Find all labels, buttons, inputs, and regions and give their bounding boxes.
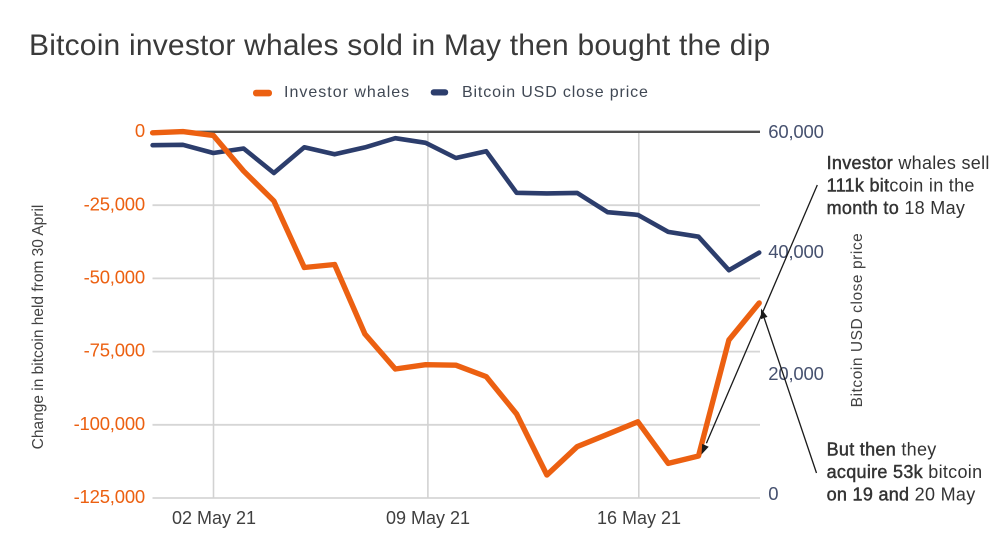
- svg-text:Change in bitcoin held from 30: Change in bitcoin held from 30 April: [30, 205, 47, 450]
- svg-text:20,000: 20,000: [768, 363, 823, 384]
- svg-text:0: 0: [135, 120, 145, 141]
- svg-text:But then they: But then they: [827, 440, 937, 460]
- svg-text:02 May 21: 02 May 21: [172, 508, 256, 528]
- svg-text:acquire 53k bitcoin: acquire 53k bitcoin: [827, 462, 983, 482]
- svg-text:111k bitcoin in the: 111k bitcoin in the: [827, 176, 975, 196]
- svg-text:-25,000: -25,000: [84, 193, 145, 214]
- svg-text:0: 0: [768, 483, 778, 504]
- svg-text:16 May 21: 16 May 21: [597, 508, 681, 528]
- svg-text:09 May 21: 09 May 21: [386, 508, 470, 528]
- svg-text:month to 18 May: month to 18 May: [827, 198, 966, 218]
- svg-text:60,000: 60,000: [768, 121, 823, 142]
- svg-text:Bitcoin investor whales sold i: Bitcoin investor whales sold in May then…: [29, 29, 770, 62]
- svg-text:40,000: 40,000: [768, 241, 823, 262]
- svg-text:-50,000: -50,000: [84, 267, 145, 288]
- svg-text:-75,000: -75,000: [84, 340, 145, 361]
- svg-text:Investor whales sell: Investor whales sell: [827, 153, 990, 173]
- svg-text:-100,000: -100,000: [74, 413, 145, 434]
- svg-text:Bitcoin USD close price: Bitcoin USD close price: [849, 233, 866, 408]
- svg-text:on 19 and 20 May: on 19 and 20 May: [827, 485, 976, 505]
- svg-text:Bitcoin USD close price: Bitcoin USD close price: [462, 84, 649, 101]
- svg-text:Investor whales: Investor whales: [284, 84, 410, 101]
- svg-text:-125,000: -125,000: [74, 486, 145, 507]
